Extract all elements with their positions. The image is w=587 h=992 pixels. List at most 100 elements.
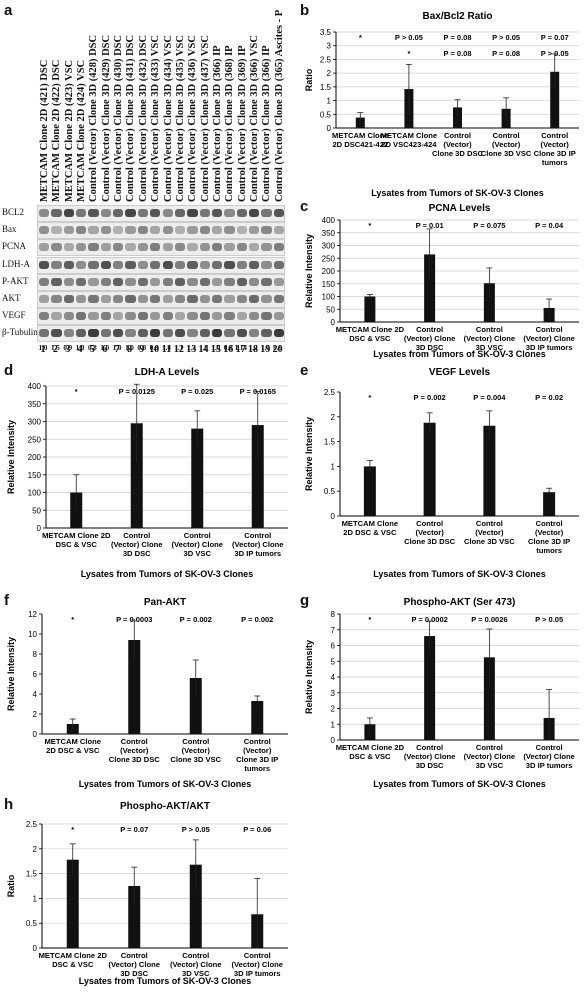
blot-band <box>39 295 50 303</box>
lane-number: 3 <box>65 344 71 355</box>
blot-band <box>100 295 112 303</box>
blot-band <box>187 226 198 235</box>
y-tick-label: 100 <box>28 489 42 498</box>
blot-band <box>248 329 260 338</box>
blot-row: VEGF1.00.71.00.81.11.21.01.01.00.71.10.2… <box>0 308 300 342</box>
panel-letter-e: e <box>300 362 309 379</box>
blot-strip <box>37 256 285 274</box>
category-label: Clone 3D VSC <box>170 755 221 764</box>
lane-number: 12 <box>173 344 184 355</box>
vegf-levels-chart: VEGF Levels 0 0.5 1 1.5 2 2.5 Relative Intensit… <box>304 367 579 579</box>
blot-band <box>150 329 161 338</box>
blot-band <box>236 277 247 286</box>
blot-band <box>150 277 161 286</box>
y-tick-label: 0 <box>327 124 332 133</box>
y-tick-label: 0.5 <box>324 487 336 496</box>
blot-band <box>88 226 99 235</box>
lane-number: 13 <box>186 344 197 355</box>
y-tick-label: 10 <box>28 630 37 639</box>
bar <box>251 701 264 734</box>
panel-letter-f: f <box>4 592 9 609</box>
blot-band <box>224 260 235 269</box>
blot-band <box>76 209 87 217</box>
blot-band <box>125 329 136 338</box>
blot-band <box>63 312 75 321</box>
significance-label: * <box>71 615 74 624</box>
quantification-value: 0.8 <box>223 344 233 353</box>
blot-band <box>261 277 272 286</box>
significance-label: P = 0.0003 <box>116 615 152 624</box>
bar <box>424 636 436 740</box>
blot-band <box>113 243 124 252</box>
blot-band <box>51 329 62 338</box>
category-label: 3D VSC <box>476 761 504 770</box>
category-label: tumors <box>244 764 270 773</box>
y-tick-label: 6 <box>33 670 38 679</box>
y-tick-label: 3 <box>327 42 332 51</box>
bar <box>355 117 365 128</box>
category-label: DSC & VSC <box>52 960 94 969</box>
blot-band <box>137 260 149 269</box>
blot-band <box>125 312 136 321</box>
category-label: (Vector) <box>415 528 444 537</box>
significance-label: P > 0.05 <box>395 33 423 42</box>
blot-band <box>273 277 284 286</box>
chart-title: VEGF Levels <box>429 367 491 378</box>
y-tick-label: 0.5 <box>26 919 38 928</box>
x-axis-label: Lysates from Tumors of SK-OV-3 Clones <box>371 188 544 198</box>
blot-band <box>76 277 87 286</box>
blot-band <box>187 329 198 338</box>
category-label: (Vector) Clone <box>232 540 283 549</box>
blot-band <box>199 295 210 303</box>
blot-band <box>39 226 50 235</box>
lane-number: 9 <box>139 344 145 355</box>
y-axis-label: Ratio <box>6 874 16 897</box>
category-label: Control <box>182 951 209 960</box>
category-label: 2D DSC & VSC <box>343 528 397 537</box>
blot-band <box>150 260 161 269</box>
lane-number: 20 <box>272 344 283 355</box>
blot-band <box>261 329 272 338</box>
lane-number: 15 <box>210 344 221 355</box>
y-tick-label: 2 <box>327 69 332 78</box>
blot-band <box>137 312 149 321</box>
blot-strip <box>37 239 285 257</box>
blot-band <box>100 277 112 286</box>
category-label: DSC & VSC <box>349 334 391 343</box>
y-axis-label: Relative Intensity <box>304 640 314 714</box>
category-label: (Vector) Clone <box>109 960 160 969</box>
blot-band <box>51 312 62 321</box>
blot-band <box>39 209 50 217</box>
y-tick-label: 350 <box>28 400 42 409</box>
lane-number: 16 <box>223 344 234 355</box>
category-label: DSC & VSC <box>56 540 98 549</box>
significance-label: P = 0.06 <box>243 825 271 834</box>
category-label: (Vector) Clone <box>170 960 221 969</box>
y-tick-label: 1 <box>331 720 336 729</box>
y-tick-label: 300 <box>28 418 42 427</box>
lane-label: Control (Vector) Clone 3D (432) DSC <box>137 34 149 202</box>
y-tick-label: 200 <box>28 453 42 462</box>
category-label: (Vector) Clone <box>404 752 455 761</box>
x-axis-label: Lysates from Tumors of SK-OV-3 Clones <box>373 779 546 789</box>
significance-label: P = 0.075 <box>473 221 505 230</box>
lane-label: Control (Vector) Clone 3D (433) VSC <box>150 35 162 202</box>
y-tick-label: 7 <box>331 626 336 635</box>
blot-band <box>211 226 223 235</box>
blot-band <box>137 226 149 235</box>
blot-band <box>113 209 124 217</box>
category-label: Control <box>123 531 150 540</box>
significance-label: P = 0.0026 <box>471 615 507 624</box>
blot-row-label: Bax <box>2 224 17 235</box>
bar <box>191 428 204 528</box>
significance-label: * <box>75 387 78 396</box>
blot-band <box>236 312 247 321</box>
y-tick-label: 0.5 <box>320 110 332 119</box>
category-label: 3D IP tumors <box>234 549 281 558</box>
blot-band <box>211 295 223 303</box>
bar <box>543 492 556 516</box>
lane-label: Control (Vector) Clone 3D (368) IP <box>224 45 236 202</box>
blot-band <box>51 260 62 269</box>
category-label: METCAM Clone 2D <box>336 743 405 752</box>
quantification-value: 1.0 <box>211 344 221 353</box>
